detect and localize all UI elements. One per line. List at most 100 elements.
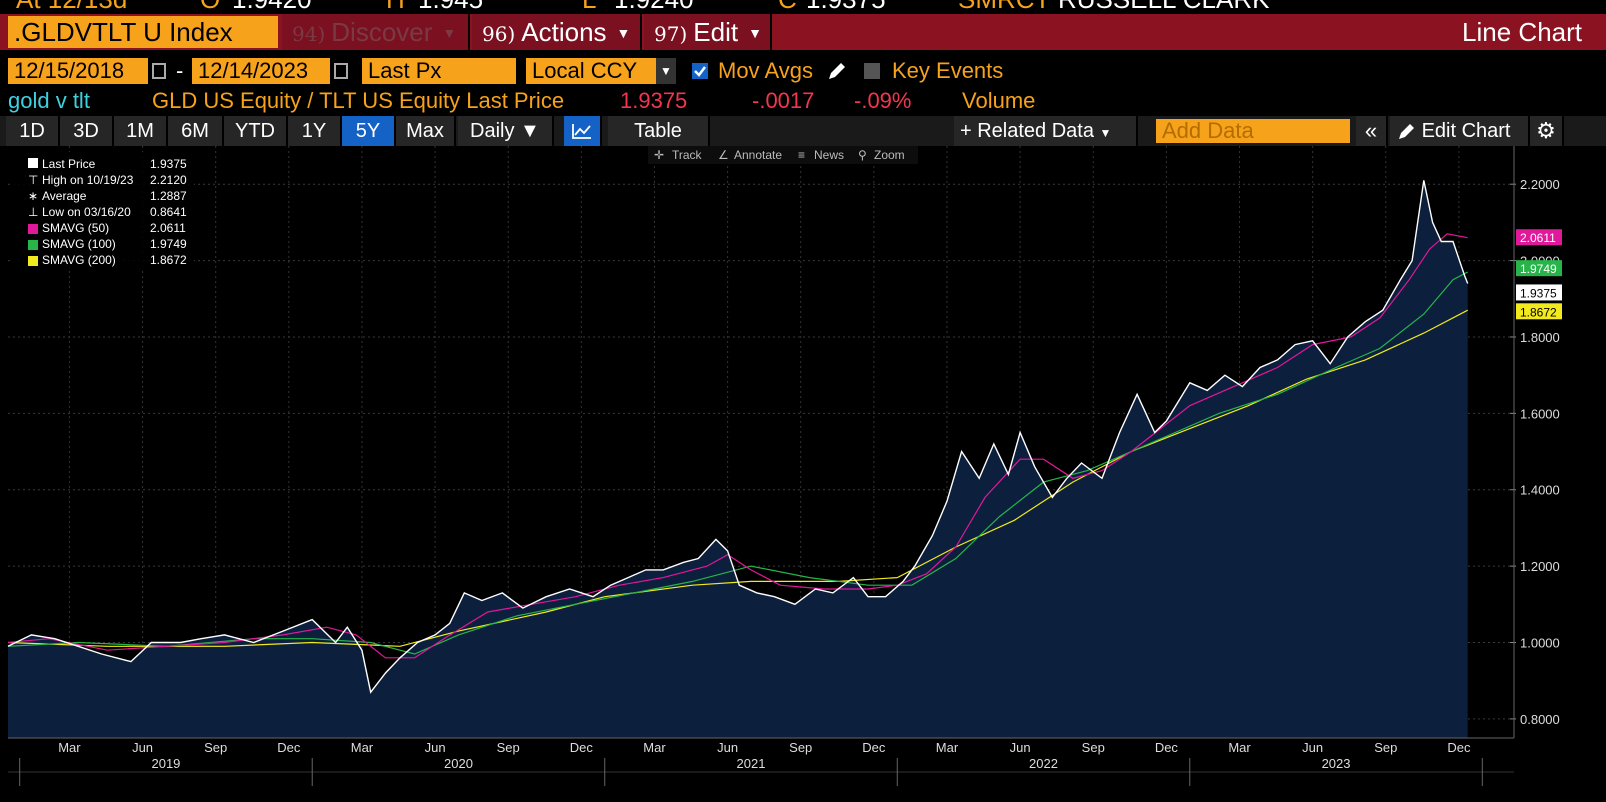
actions-menu-label: Actions	[521, 17, 607, 47]
actions-menu-number: 96)	[482, 22, 516, 46]
discover-menu[interactable]: 94) Discover ▼	[282, 14, 470, 50]
price-tag-bg	[1516, 229, 1562, 246]
start-date-input[interactable]: 12/15/2018	[8, 58, 148, 84]
volume-label: Volume	[962, 88, 1036, 113]
period-1y-button[interactable]: 1Y	[288, 116, 342, 146]
collapse-left-icon[interactable]: «	[1356, 116, 1388, 146]
end-date-input[interactable]: 12/14/2023	[192, 58, 330, 84]
x-month-label: Mar	[936, 740, 959, 755]
pencil-icon	[1399, 124, 1414, 139]
legend-label-low: Low on 03/16/20	[42, 205, 131, 219]
price-tag-bg	[1516, 284, 1562, 301]
period-1d-button[interactable]: 1D	[6, 116, 60, 146]
edit-chart-label: Edit Chart	[1421, 120, 1511, 142]
legend-value-sma100: 1.9749	[150, 237, 187, 251]
series-last-price	[7, 180, 1469, 694]
x-year-label: 2020	[444, 756, 473, 771]
pencil-icon[interactable]	[826, 60, 846, 87]
frequency-dropdown[interactable]: Daily ▼	[458, 116, 554, 146]
legend-value-last-price: 1.9375	[150, 157, 187, 171]
legend-label-sma100: SMAVG (100)	[42, 237, 116, 251]
annotate-tool[interactable]: Annotate	[734, 148, 782, 162]
legend-value-sma50: 2.0611	[150, 221, 186, 235]
x-month-label: Mar	[58, 740, 81, 755]
ticker-at: At 12/13d	[16, 0, 127, 15]
legend-value-average: 1.2887	[150, 189, 187, 203]
gear-icon[interactable]: ⚙	[1530, 116, 1564, 146]
x-month-label: Jun	[425, 740, 446, 755]
edit-menu[interactable]: 97) Edit ▼	[644, 14, 772, 50]
crosshair-icon: ✛	[654, 148, 664, 162]
ticker-close-value: 1.9375	[806, 0, 886, 15]
price-tag-label: 1.9375	[1520, 286, 1557, 300]
ticker-low-label: L	[582, 0, 596, 15]
average-marker-icon: ∗	[28, 189, 38, 203]
x-month-label: Jun	[1010, 740, 1031, 755]
related-data-dropdown[interactable]: + Related Data ▼	[954, 116, 1138, 146]
period-6m-button[interactable]: 6M	[168, 116, 224, 146]
security-short-name: gold v tlt	[8, 88, 90, 113]
add-data-input[interactable]: Add Data	[1156, 119, 1350, 143]
period-ytd-button[interactable]: YTD	[224, 116, 288, 146]
calendar-icon[interactable]	[334, 63, 348, 79]
y-tick-label: 1.6000	[1520, 406, 1560, 421]
mov-avgs-label: Mov Avgs	[718, 58, 813, 83]
x-axis: Mar Jun Sep Dec Mar Jun Sep Dec Mar Jun Sep Dec Mar J…	[8, 737, 1514, 786]
period-3d-button[interactable]: 3D	[60, 116, 114, 146]
security-ticker-input[interactable]: .GLDVTLT U Index	[8, 16, 278, 48]
price-change-value: -.0017	[752, 88, 815, 113]
legend-label-sma200: SMAVG (200)	[42, 253, 116, 267]
x-month-label: Jun	[717, 740, 738, 755]
ticker-open-label: O	[200, 0, 220, 15]
low-marker-icon: ⊥	[28, 205, 38, 219]
caret-down-icon: ▼	[1099, 126, 1112, 140]
news-icon: ≡	[798, 148, 805, 162]
legend-swatch-sma200	[28, 256, 38, 266]
legend-label-sma50: SMAVG (50)	[42, 221, 109, 235]
calendar-icon[interactable]	[152, 63, 166, 79]
legend-swatch-sma100	[28, 240, 38, 250]
currency-select[interactable]: Local CCY	[526, 58, 656, 84]
ticker-close-label: C	[778, 0, 797, 15]
line-chart-icon	[572, 124, 591, 139]
news-tool[interactable]: News	[814, 148, 844, 162]
x-year-label: 2021	[737, 756, 766, 771]
ticker-user-name: RUSSELL CLARK	[1058, 0, 1269, 15]
period-toolbar: 1D 3D 1M 6M YTD 1Y 5Y Max Daily ▼ Table …	[0, 116, 1606, 146]
table-button[interactable]: Table	[608, 116, 710, 146]
price-area	[8, 180, 1468, 738]
mov-avgs-checkbox[interactable]	[692, 63, 708, 79]
chart-toolbar-bg	[648, 146, 918, 164]
legend-value-sma200: 1.8672	[150, 253, 187, 267]
price-tag-bg	[1516, 260, 1562, 277]
x-month-label: Jun	[132, 740, 153, 755]
chevron-down-icon[interactable]: ▼	[656, 58, 676, 84]
price-chart[interactable]: 0.80001.00001.20001.40001.60001.80002.00…	[0, 146, 1606, 802]
zoom-tool[interactable]: Zoom	[874, 148, 905, 162]
line-chart-icon-button[interactable]	[564, 116, 602, 146]
key-events-checkbox[interactable]	[864, 63, 880, 79]
track-tool[interactable]: Track	[672, 148, 703, 162]
x-year-label: 2019	[151, 756, 180, 771]
edit-chart-button[interactable]: Edit Chart	[1390, 116, 1530, 146]
date-separator: -	[176, 58, 184, 83]
x-month-label: Jun	[1302, 740, 1323, 755]
caret-down-icon: ▼	[748, 25, 762, 41]
price-field-select[interactable]: Last Px	[362, 58, 516, 84]
pct-change-value: -.09%	[854, 88, 912, 113]
y-tick-label: 2.2000	[1520, 177, 1560, 192]
period-max-button[interactable]: Max	[396, 116, 456, 146]
y-tick-label: 1.2000	[1520, 559, 1560, 574]
period-1m-button[interactable]: 1M	[114, 116, 168, 146]
y-tick-label: 1.0000	[1520, 636, 1560, 651]
ticker-low-value: 1.9240	[614, 0, 694, 15]
actions-menu[interactable]: 96) Actions ▼	[472, 14, 642, 50]
x-month-label: Mar	[643, 740, 666, 755]
edit-menu-label: Edit	[693, 17, 739, 47]
period-5y-button[interactable]: 5Y	[342, 116, 396, 146]
x-month-label: Sep	[497, 740, 520, 755]
legend-label-last-price: Last Price	[42, 157, 96, 171]
frequency-label: Daily	[470, 120, 515, 142]
chart-legend[interactable]: Last Price 1.9375 ⊤ High on 10/19/23 2.2…	[10, 152, 194, 268]
legend-value-high: 2.2120	[150, 173, 187, 187]
